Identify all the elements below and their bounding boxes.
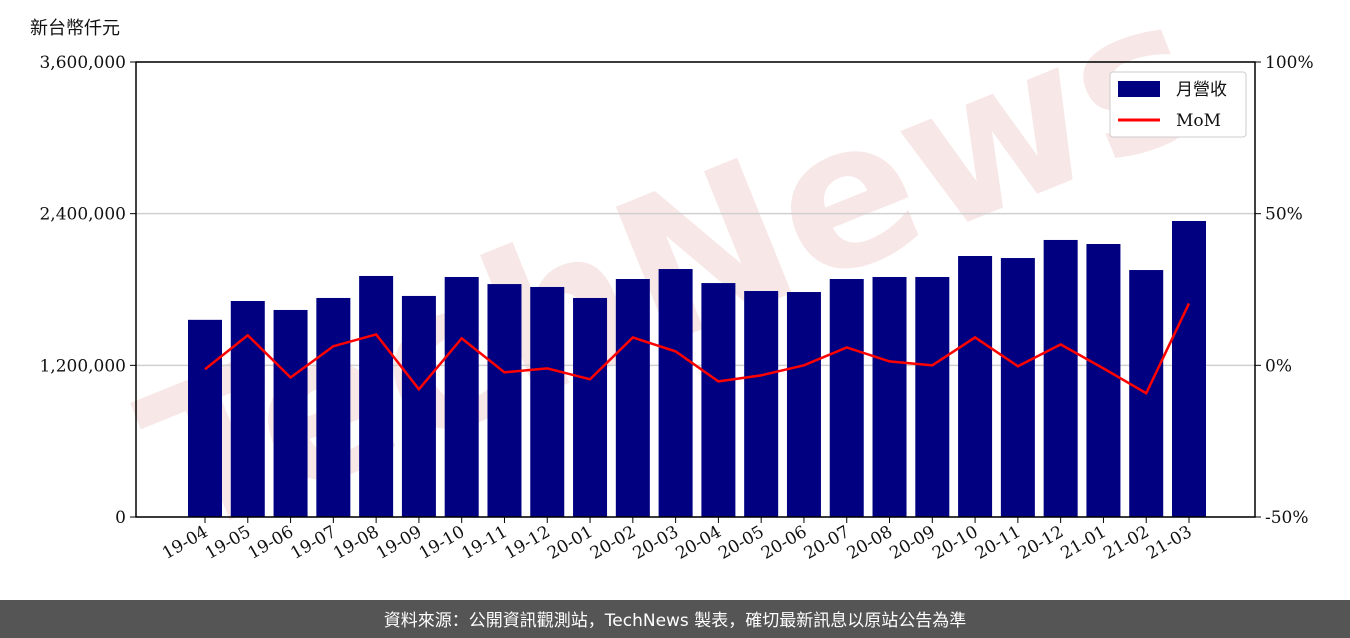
bar: [230, 301, 265, 517]
x-tick-label: 19-10: [416, 522, 468, 564]
bar: [188, 319, 222, 517]
y2-tick-label: 0%: [1265, 356, 1292, 376]
bar: [1086, 244, 1121, 517]
x-tick-label: 20-08: [844, 522, 896, 564]
line: [204, 302, 1191, 396]
bar: [786, 292, 821, 517]
bar: [872, 276, 907, 517]
bar: [444, 276, 479, 517]
bar: [829, 279, 864, 517]
bar: [744, 291, 779, 517]
x-tick-label: 20-03: [630, 522, 682, 564]
bar: [401, 295, 436, 517]
x-tick-label: 21-03: [1143, 522, 1195, 564]
x-tick-label: 20-05: [715, 522, 767, 564]
bar: [487, 284, 522, 517]
footer-text: 資料來源：公開資訊觀測站，TechNews 製表，確切最新訊息以原站公告為準: [384, 611, 966, 631]
bar: [658, 269, 693, 517]
y-tick-label: 3,600,000: [39, 53, 126, 73]
legend-swatch: [1118, 81, 1160, 97]
x-tick-label: 19-11: [459, 522, 511, 564]
legend-label: MoM: [1176, 111, 1221, 131]
y-tick-label: 2,400,000: [39, 205, 126, 225]
y-axis-label: 新台幣仟元: [30, 18, 120, 39]
x-tick-label: 21-02: [1100, 522, 1152, 564]
y-tick-label: 0: [115, 508, 126, 528]
bar: [958, 256, 993, 517]
bar: [316, 297, 351, 517]
x-tick-label: 19-12: [501, 522, 553, 564]
x-tick-label: 20-06: [758, 522, 810, 564]
x-tick-label: 20-07: [801, 522, 853, 564]
bar: [1043, 239, 1078, 517]
x-tick-label: 19-09: [373, 522, 425, 564]
bar: [701, 283, 736, 517]
bar: [359, 275, 394, 517]
y2-tick-label: 50%: [1265, 205, 1303, 225]
x-tick-label: 20-10: [929, 522, 981, 564]
bar: [1172, 220, 1206, 517]
x-tick-label: 20-11: [972, 522, 1024, 564]
x-tick-label: 19-08: [330, 522, 382, 564]
bar: [573, 297, 608, 517]
x-tick-label: 20-01: [544, 522, 596, 564]
bar: [915, 276, 950, 517]
y2-tick-label: -50%: [1265, 508, 1309, 528]
y-tick-label: 1,200,000: [39, 356, 126, 376]
legend-label: 月營收: [1176, 80, 1227, 100]
bar: [615, 279, 650, 517]
x-tick-label: 20-04: [672, 522, 724, 564]
x-tick-label: 20-09: [886, 522, 938, 564]
bar: [530, 286, 565, 517]
plot-frame: [135, 61, 1256, 518]
x-tick-label: 21-01: [1057, 522, 1109, 564]
x-tick-label: 20-02: [587, 522, 639, 564]
x-tick-label: 20-12: [1015, 522, 1067, 564]
bar: [1000, 258, 1035, 517]
footer-bar: [0, 600, 1350, 638]
bar: [273, 309, 308, 517]
y2-tick-label: 100%: [1265, 53, 1314, 73]
